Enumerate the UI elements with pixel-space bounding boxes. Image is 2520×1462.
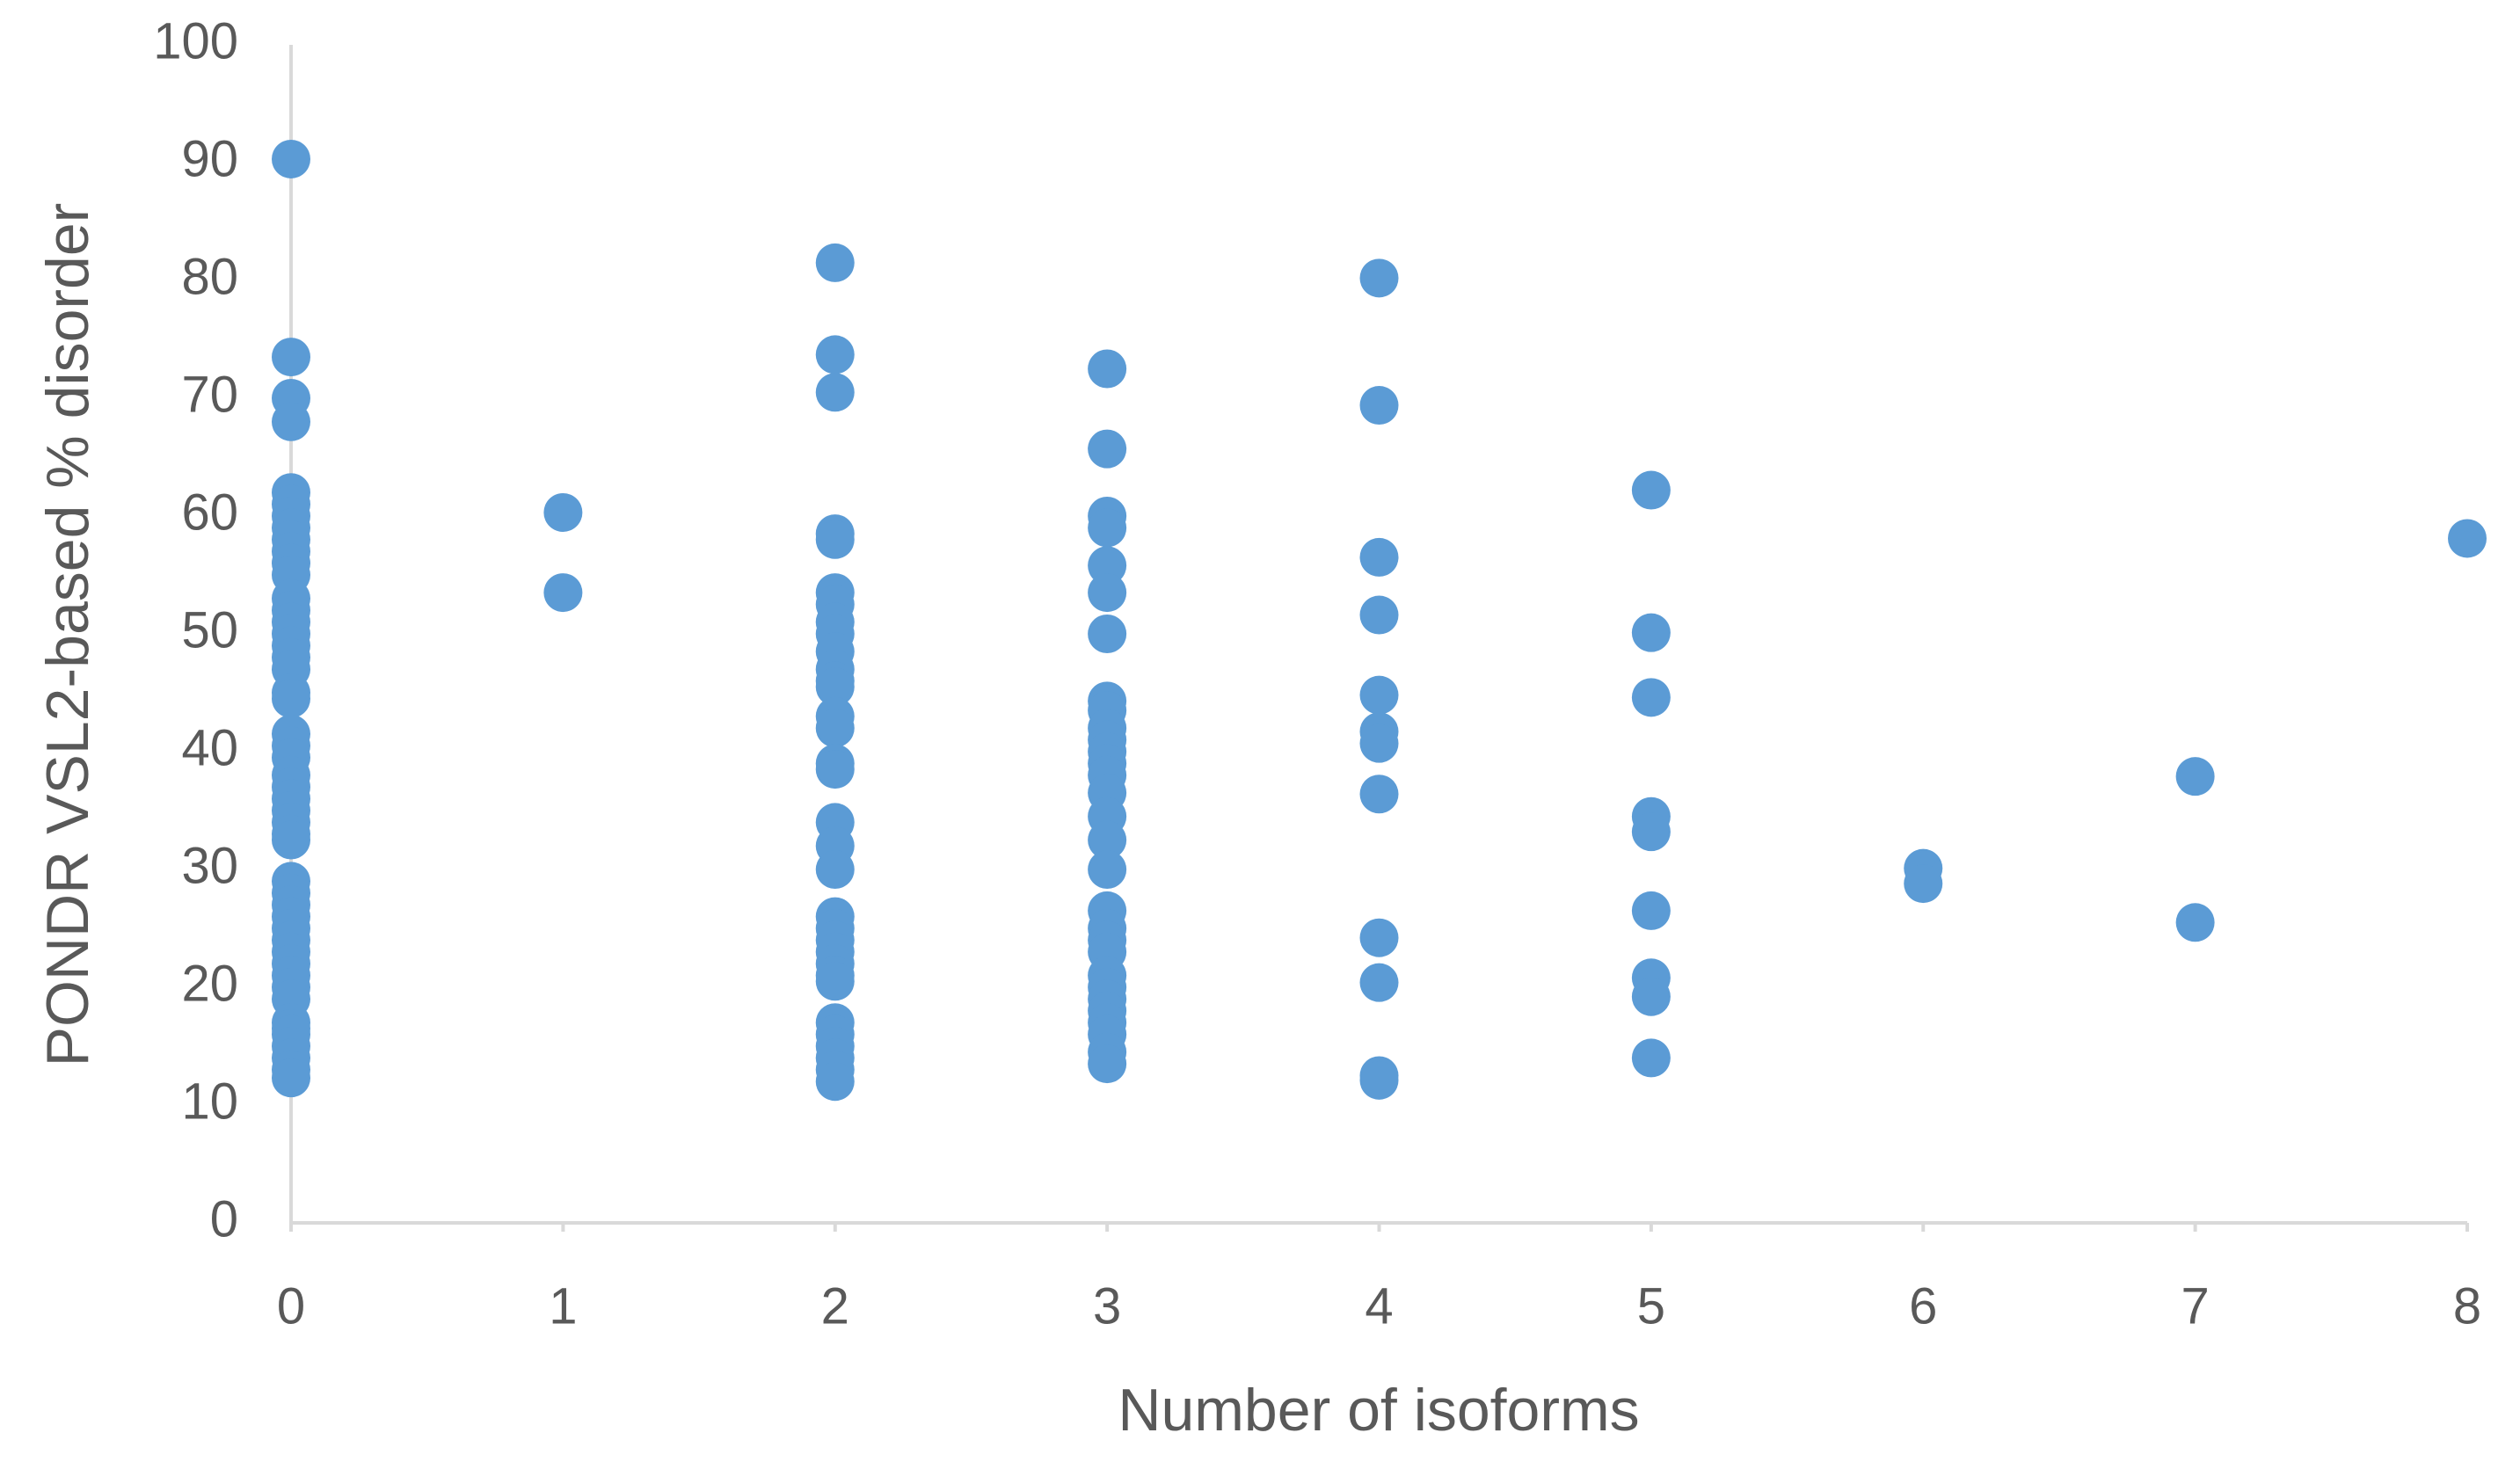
point (1904, 864, 1943, 904)
point (272, 1058, 310, 1098)
point (1631, 1038, 1671, 1078)
point (1088, 349, 1127, 389)
point (1359, 724, 1399, 763)
y-tick-label: 20 (181, 955, 238, 1012)
y-tick-label: 10 (181, 1073, 238, 1130)
x-tick-label: 8 (2453, 1277, 2481, 1335)
point (1631, 891, 1671, 930)
y-tick-label: 80 (181, 248, 238, 305)
point (272, 338, 310, 377)
point (272, 402, 310, 441)
x-tick-label: 4 (1365, 1277, 1393, 1335)
point (543, 573, 583, 613)
point (1359, 775, 1399, 814)
point (1359, 1060, 1399, 1100)
y-tick-label: 100 (153, 12, 238, 69)
point (1088, 508, 1127, 548)
point (1359, 537, 1399, 577)
point (1631, 470, 1671, 510)
point (543, 492, 583, 532)
x-axis-title: Number of isoforms (1118, 1377, 1639, 1444)
x-tick-label: 7 (2181, 1277, 2209, 1335)
point (1088, 429, 1127, 469)
point (815, 750, 855, 789)
point (1631, 812, 1671, 852)
point (815, 1062, 855, 1102)
point (1359, 918, 1399, 957)
point (815, 709, 855, 748)
point (272, 820, 310, 860)
point (272, 139, 310, 178)
point (1631, 977, 1671, 1016)
x-tick-label: 2 (821, 1277, 849, 1335)
point (2175, 757, 2215, 796)
point (815, 962, 855, 1001)
point (815, 850, 855, 889)
x-tick-label: 0 (277, 1277, 305, 1335)
point (1359, 675, 1399, 715)
point (1631, 678, 1671, 717)
point (815, 667, 855, 707)
x-tick-label: 6 (1909, 1277, 1937, 1335)
point (1088, 615, 1127, 653)
point (1088, 850, 1127, 889)
y-tick-label: 30 (181, 837, 238, 894)
y-tick-label: 50 (181, 601, 238, 658)
x-tick-label: 1 (549, 1277, 577, 1335)
point (1359, 386, 1399, 426)
point (815, 373, 855, 412)
point (815, 335, 855, 375)
point (815, 243, 855, 282)
y-tick-label: 70 (181, 366, 238, 423)
x-tick-label: 3 (1093, 1277, 1121, 1335)
point (1088, 1044, 1127, 1084)
point (1088, 546, 1127, 586)
y-axis-title: PONDR VSL2-based % disorder (34, 203, 101, 1067)
point (1359, 595, 1399, 635)
y-tick-label: 60 (181, 484, 238, 541)
y-tick-label: 40 (181, 719, 238, 776)
point (1359, 258, 1399, 298)
point (1359, 963, 1399, 1002)
point (2448, 519, 2487, 558)
x-tick-label: 5 (1637, 1277, 1665, 1335)
point (2175, 903, 2215, 942)
y-tick-label: 0 (210, 1190, 238, 1247)
point (1631, 613, 1671, 652)
point (272, 679, 310, 718)
point (1088, 820, 1127, 860)
point (1088, 573, 1127, 613)
y-tick-label: 90 (181, 130, 238, 187)
point (815, 520, 855, 559)
